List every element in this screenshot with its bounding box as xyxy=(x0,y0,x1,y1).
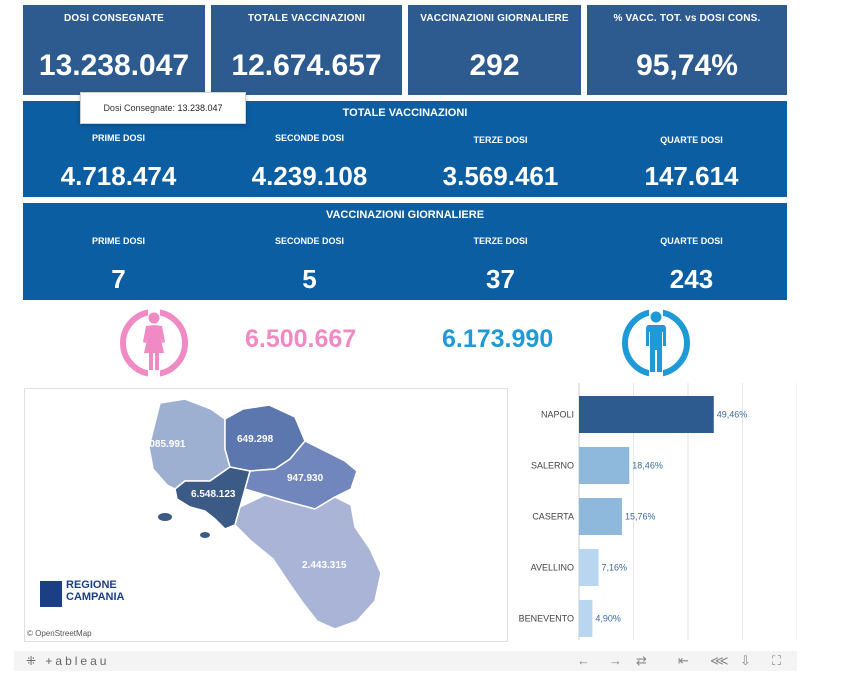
female-icon xyxy=(120,306,188,380)
kpi-value: 95,74% xyxy=(636,49,738,82)
panel-title: TOTALE VACCINAZIONI xyxy=(342,107,468,119)
kpi-value: 292 xyxy=(469,49,520,82)
tooltip-label: Dosi Consegnate: xyxy=(103,103,175,113)
kpi-vaccinazioni-giornaliere[interactable]: VACCINAZIONI GIORNALIERE 292 xyxy=(408,5,581,95)
bar-benevento[interactable] xyxy=(579,600,593,637)
dose-value: 4.718.474 xyxy=(60,161,177,191)
fullscreen-icon[interactable]: ⛶ xyxy=(772,653,782,668)
dose-value: 4.239.108 xyxy=(251,161,368,191)
kpi-percentuale[interactable]: % VACC. TOT. vs DOSI CONS. 95,74% xyxy=(587,5,787,95)
category-label: AVELLINO xyxy=(531,563,574,573)
male-count: 6.173.990 xyxy=(442,325,554,353)
value-label: 49,46% xyxy=(717,410,748,420)
dose-value: 243 xyxy=(669,264,714,294)
giornaliere-prime-dosi[interactable]: PRIME DOSI 7 xyxy=(23,203,214,300)
category-label: SALERNO xyxy=(531,461,574,471)
dose-label: PRIME DOSI xyxy=(91,133,145,143)
map-label-avellino: 947.930 xyxy=(287,473,324,484)
map-shapes xyxy=(148,398,382,630)
bar-caserta[interactable] xyxy=(579,498,622,535)
dose-label: SECONDE DOSI xyxy=(274,133,344,143)
province-bar-chart: NAPOLI 49,46% SALERNO 18,46% CASERTA 15,76% AV… xyxy=(510,383,797,643)
undo-icon[interactable]: ← xyxy=(577,653,590,668)
tableau-toolbar: ⁜ +ableau ← → ⇄ ⇤ ⋘ ⇩ ⛶ xyxy=(14,651,797,671)
bar-salerno[interactable] xyxy=(579,447,630,484)
dose-value: 37 xyxy=(486,264,515,294)
island-capri xyxy=(200,532,210,538)
female-count: 6.500.667 xyxy=(245,325,357,353)
value-label: 15,76% xyxy=(625,512,656,522)
panel-title: VACCINAZIONI GIORNALIERE xyxy=(325,209,485,221)
regione-campania-logo: REGIONE CAMPANIA xyxy=(40,579,140,609)
kpi-label: % VACC. TOT. vs DOSI CONS. xyxy=(613,13,761,24)
kpi-value: 12.674.657 xyxy=(231,49,382,82)
kpi-value: 13.238.047 xyxy=(38,49,190,82)
bar-napoli[interactable] xyxy=(579,396,714,433)
giornaliere-seconde-dosi[interactable]: SECONDE DOSI 5 xyxy=(214,203,405,300)
totale-prime-dosi[interactable]: PRIME DOSI 4.718.474 xyxy=(23,101,214,197)
dose-label: QUARTE DOSI xyxy=(660,135,723,145)
map-label-caserta: 2.085.991 xyxy=(141,439,186,450)
giornaliere-quarte-dosi[interactable]: QUARTE DOSI 243 xyxy=(596,203,787,300)
dose-label: PRIME DOSI xyxy=(91,236,145,246)
kpi-label: DOSI CONSEGNATE xyxy=(63,13,165,24)
redo-icon[interactable]: → xyxy=(609,653,622,668)
category-label: BENEVENTO xyxy=(519,614,574,624)
dose-value: 5 xyxy=(302,264,317,294)
logo-line1: REGIONE xyxy=(66,579,117,591)
kpi-totale-vaccinazioni[interactable]: TOTALE VACCINAZIONI 12.674.657 xyxy=(211,5,402,95)
kpi-label: VACCINAZIONI GIORNALIERE xyxy=(420,13,569,24)
download-icon[interactable]: ⇩ xyxy=(740,653,751,668)
logo-line2: CAMPANIA xyxy=(66,591,125,603)
dose-label: SECONDE DOSI xyxy=(274,236,344,246)
island-ischia xyxy=(158,513,172,521)
map-label-benevento: 649.298 xyxy=(237,434,274,445)
tableau-cross-icon: ⁜ xyxy=(26,654,40,668)
share-icon[interactable]: ⋘ xyxy=(710,653,729,668)
revert-icon[interactable]: ⇄ xyxy=(636,653,647,668)
totale-vaccinazioni-panel: TOTALE VACCINAZIONI PRIME DOSI 4.718.474… xyxy=(23,101,787,197)
giornaliere-terze-dosi[interactable]: TERZE DOSI 37 xyxy=(405,203,596,300)
kpi-label: TOTALE VACCINAZIONI xyxy=(247,13,366,24)
kpi-dosi-consegnate[interactable]: DOSI CONSEGNATE 13.238.047 xyxy=(23,5,205,95)
campania-map[interactable]: 2.085.991 649.298 947.930 6.548.123 2.44… xyxy=(24,388,508,642)
dose-value: 147.614 xyxy=(644,161,739,191)
male-icon xyxy=(622,306,690,380)
dose-label: TERZE DOSI xyxy=(473,236,528,246)
bar-chart-svg: NAPOLI 49,46% SALERNO 18,46% CASERTA 15,76% AV… xyxy=(519,383,797,640)
value-label: 4,90% xyxy=(595,614,621,624)
bar-avellino[interactable] xyxy=(579,549,599,586)
totale-terze-dosi[interactable]: TERZE DOSI 3.569.461 xyxy=(405,101,596,197)
dose-label: QUARTE DOSI xyxy=(660,236,723,246)
map-credit[interactable]: © OpenStreetMap xyxy=(27,629,92,638)
map-label-napoli: 6.548.123 xyxy=(191,489,236,500)
dose-value: 3.569.461 xyxy=(442,161,559,191)
dose-value: 7 xyxy=(111,264,126,294)
tableau-brand: +ableau xyxy=(45,654,110,668)
map-label-salerno: 2.443.315 xyxy=(302,560,347,571)
value-label: 7,16% xyxy=(602,563,628,573)
vaccinazioni-giornaliere-panel: VACCINAZIONI GIORNALIERE PRIME DOSI 7 SE… xyxy=(23,203,787,300)
category-label: CASERTA xyxy=(532,512,574,522)
totale-quarte-dosi[interactable]: QUARTE DOSI 147.614 xyxy=(596,101,787,197)
logo-emblem-icon xyxy=(40,581,62,607)
category-label: NAPOLI xyxy=(541,410,574,420)
tooltip-dosi-consegnate: Dosi Consegnate: 13.238.047 xyxy=(80,92,246,124)
province-salerno xyxy=(234,494,382,630)
tableau-logo[interactable]: ⁜ +ableau xyxy=(26,654,109,668)
revert-all-icon[interactable]: ⇤ xyxy=(678,653,689,668)
dose-label: TERZE DOSI xyxy=(473,135,528,145)
totale-seconde-dosi[interactable]: SECONDE DOSI 4.239.108 xyxy=(214,101,405,197)
tooltip-value: 13.238.047 xyxy=(177,103,223,113)
value-label: 18,46% xyxy=(632,461,663,471)
